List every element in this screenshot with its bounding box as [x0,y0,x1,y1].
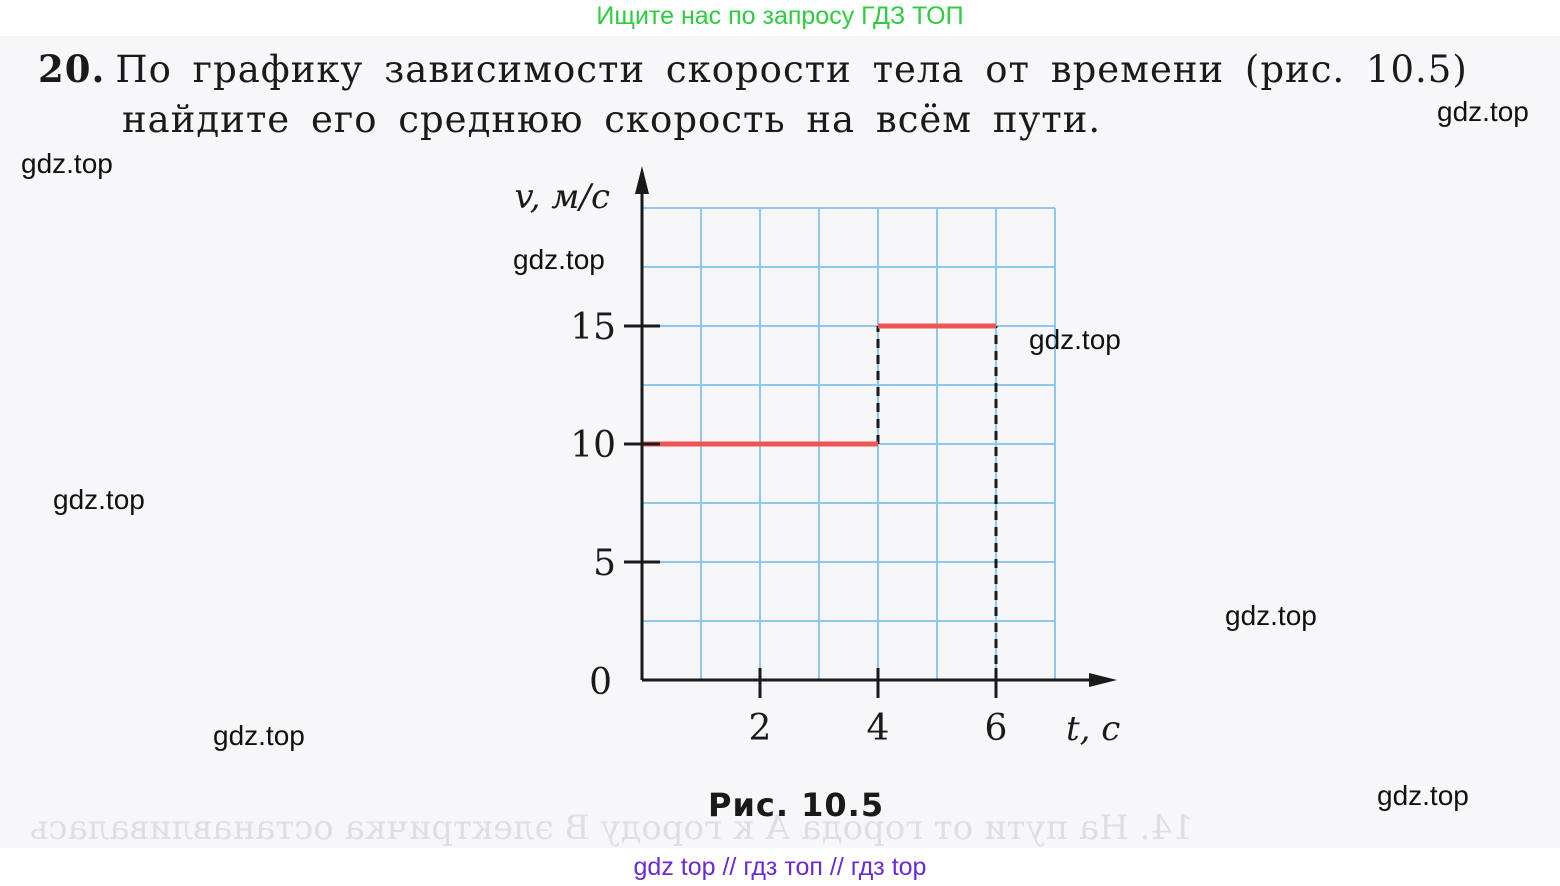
x-axis-label: t, с [1066,709,1120,749]
x-axis-arrowhead [1089,673,1117,687]
problem-text-line-1: По графику зависимости скорости тела от … [115,48,1468,91]
watermark-6: gdz.top [1225,600,1317,631]
figure-caption: Рис. 10.5 [708,786,885,824]
chart-dashed-guides [876,326,998,680]
promo-banner-top[interactable]: Ищите нас по запросу ГДЗ ТОП [596,2,964,30]
y-tick-label: 10 [570,425,616,466]
problem-number: 20. [38,47,106,91]
y-axis-arrowhead [635,166,649,194]
problem-text-line-2: найдите его среднюю скорость на всём пут… [122,98,1102,141]
x-tick-label: 2 [749,708,772,749]
watermark-3: gdz.top [513,244,605,275]
promo-banner-bottom[interactable]: gdz top // гдз топ // гдз top [633,853,927,881]
y-tick-label: 15 [570,307,616,348]
chart-series [642,323,996,447]
y-axis-label: v, м/с [515,177,610,217]
watermark-5: gdz.top [53,484,145,515]
y-tick-label: 5 [593,543,616,584]
origin-label: 0 [589,662,612,703]
problem-statement: 20. По графику зависимости скорости тела … [38,44,1528,145]
watermark-8: gdz.top [1377,780,1469,811]
x-tick-label: 4 [867,708,890,749]
x-tick-label: 6 [985,708,1008,749]
watermark-2: gdz.top [21,148,113,179]
watermark-1: gdz.top [1437,96,1529,127]
chart-axes [635,166,1117,687]
watermark-7: gdz.top [213,720,305,751]
chart-ticks: 2 4 6 5 10 15 [570,307,1007,749]
watermark-4: gdz.top [1029,324,1121,355]
